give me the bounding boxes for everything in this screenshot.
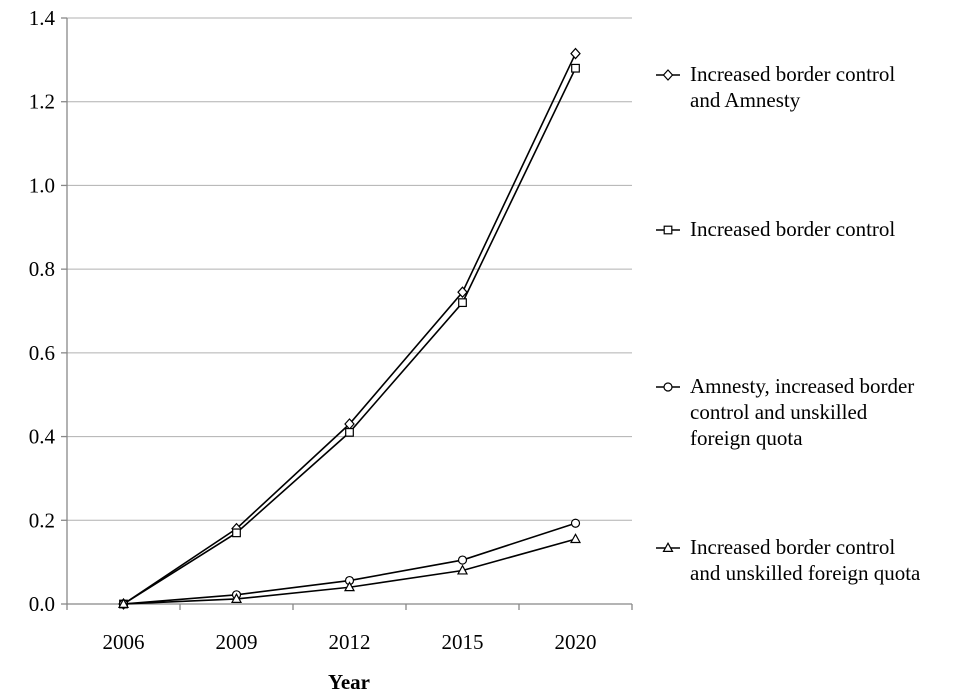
legend-label: foreign quota <box>690 426 803 450</box>
legend-label: Increased border control <box>690 62 895 86</box>
x-tick-label: 2012 <box>329 630 371 654</box>
axes: 0.0 0.2 0.4 0.6 0.8 1.0 1.2 1.4 2006 2009 2012 2015… <box>29 6 633 654</box>
data-point-triangle <box>343 581 356 592</box>
y-tick-label: 1.2 <box>29 90 55 114</box>
data-point-circle <box>570 518 581 528</box>
y-tick-label: 0.0 <box>29 592 55 616</box>
series-line <box>123 538 576 605</box>
x-tick-label: 2020 <box>555 630 597 654</box>
series-triangle <box>117 533 582 609</box>
y-tick-label: 0.6 <box>29 341 55 365</box>
legend-marker-diamond <box>662 69 674 81</box>
legend-marker-triangle <box>662 541 674 553</box>
legend-item: Increased border control <box>656 217 895 241</box>
data-point-square <box>458 298 467 308</box>
series-square <box>119 63 580 609</box>
legend-label: control and unskilled <box>690 400 868 424</box>
x-tick-label: 2006 <box>103 630 145 654</box>
legend-marker-square <box>663 225 673 235</box>
legend-label: and Amnesty <box>690 88 801 112</box>
legend-label: and unskilled foreign quota <box>690 561 921 585</box>
legend-marker-circle <box>663 382 673 392</box>
y-tick-label: 0.4 <box>29 425 56 449</box>
y-tick-label: 0.2 <box>29 508 55 532</box>
data-point-circle <box>457 555 468 565</box>
series-line <box>123 53 577 605</box>
series-line <box>123 67 577 605</box>
data-point-square <box>345 427 354 437</box>
y-tick-label: 1.4 <box>29 6 56 30</box>
x-axis-title: Year <box>328 670 370 694</box>
x-tick-label: 2015 <box>442 630 484 654</box>
legend-label: Amnesty, increased border <box>690 374 914 398</box>
series-diamond <box>118 47 581 610</box>
gridlines <box>67 17 632 521</box>
data-point-triangle <box>230 592 243 603</box>
data-point-square <box>571 63 580 73</box>
data-point-diamond <box>457 286 468 299</box>
data-point-triangle <box>569 533 582 544</box>
data-point-diamond <box>570 47 581 60</box>
data-point-square <box>232 528 241 538</box>
y-tick-label: 0.8 <box>29 257 55 281</box>
legend-label: Increased border control <box>690 535 895 559</box>
x-tick-label: 2009 <box>216 630 258 654</box>
y-tick-label: 1.0 <box>29 173 55 197</box>
data-point-triangle <box>117 597 130 609</box>
series-lines <box>117 47 582 610</box>
legend-label: Increased border control <box>690 217 895 241</box>
data-point-triangle <box>456 564 469 575</box>
series-line <box>123 522 576 605</box>
